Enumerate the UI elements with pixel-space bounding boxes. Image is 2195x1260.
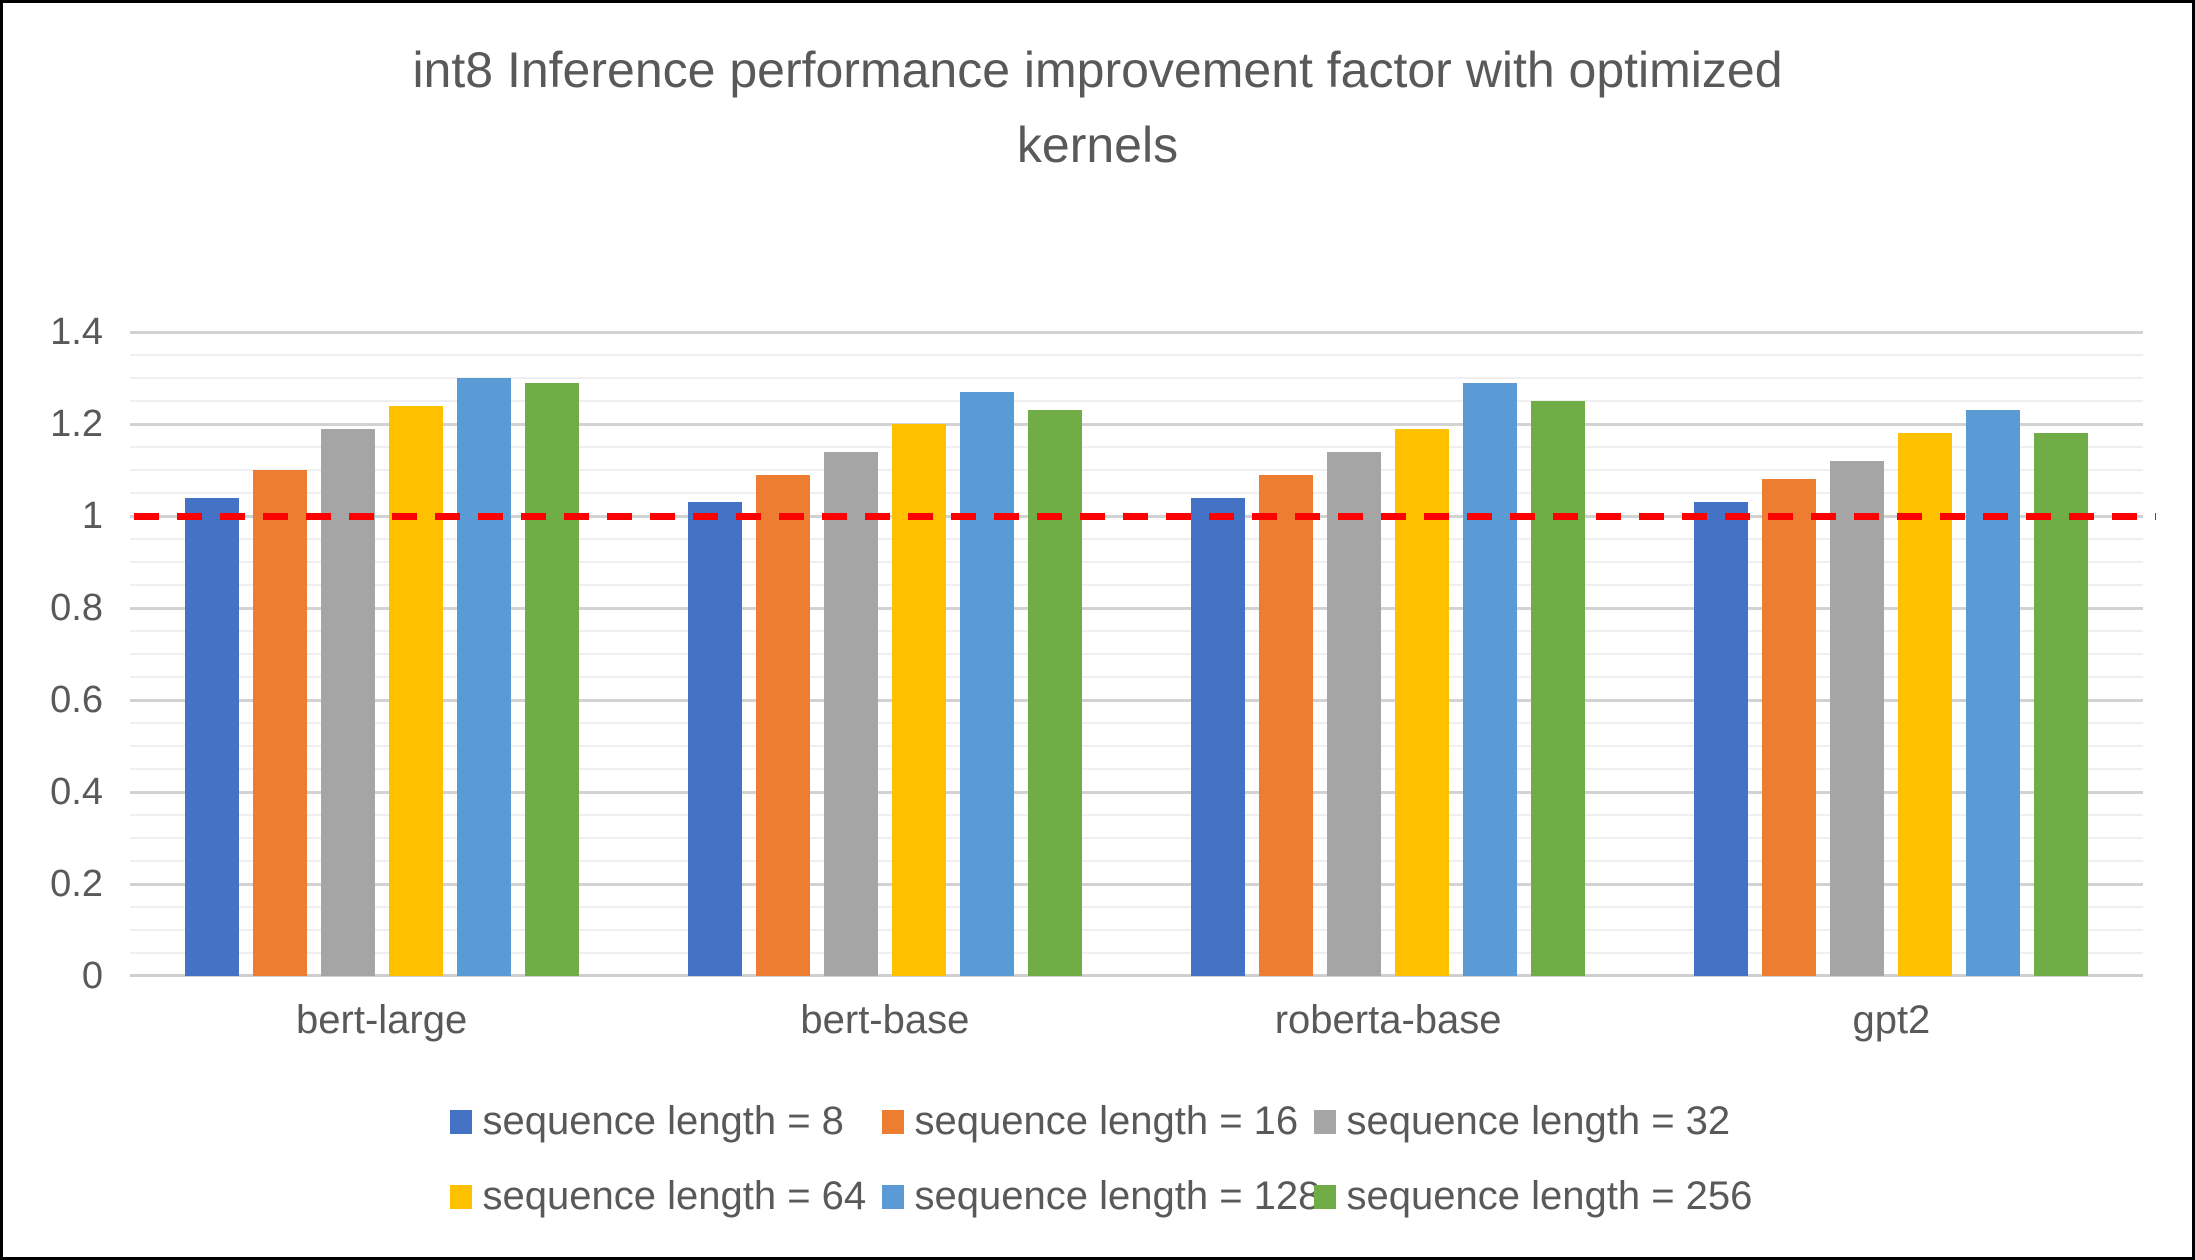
gridline-minor bbox=[130, 377, 2143, 379]
legend-label: sequence length = 64 bbox=[482, 1174, 867, 1218]
gridline-minor bbox=[130, 400, 2143, 402]
gridline-major bbox=[130, 790, 2143, 794]
legend-item-seq16: sequence length = 16 bbox=[881, 1099, 1314, 1144]
bar-bert-base-seq8 bbox=[687, 502, 742, 976]
legend-label: sequence length = 16 bbox=[914, 1099, 1299, 1143]
legend-swatch-icon bbox=[449, 1184, 472, 1209]
bar-roberta-base-seq32 bbox=[1327, 451, 1382, 976]
gridline-minor bbox=[130, 446, 2143, 448]
bar-gpt2-seq256 bbox=[2034, 433, 2089, 976]
gridline-major bbox=[130, 606, 2143, 610]
chart-title-line1: int8 Inference performance improvement f… bbox=[412, 42, 1783, 98]
gridline-minor bbox=[130, 814, 2143, 816]
gridline-minor bbox=[130, 354, 2143, 356]
gridline-minor bbox=[130, 952, 2143, 954]
gridline-minor bbox=[130, 906, 2143, 908]
bar-roberta-base-seq128 bbox=[1463, 382, 1518, 976]
gridline-minor bbox=[130, 745, 2143, 747]
bar-gpt2-seq32 bbox=[1830, 460, 1885, 976]
bar-bert-base-seq256 bbox=[1027, 410, 1082, 976]
gridline-minor bbox=[130, 561, 2143, 563]
gridline-minor bbox=[130, 469, 2143, 471]
legend-label: sequence length = 128 bbox=[914, 1174, 1321, 1218]
bar-bert-large-seq128 bbox=[456, 378, 511, 976]
bar-roberta-base-seq8 bbox=[1191, 497, 1246, 976]
gridline-minor bbox=[130, 538, 2143, 540]
reference-line-1x bbox=[134, 512, 2156, 520]
bar-bert-base-seq32 bbox=[823, 451, 878, 976]
bar-bert-large-seq16 bbox=[252, 470, 307, 976]
bar-bert-large-seq32 bbox=[320, 428, 375, 976]
bar-roberta-base-seq256 bbox=[1531, 401, 1586, 976]
plot-area bbox=[130, 330, 2156, 977]
legend-item-seq256: sequence length = 256 bbox=[1313, 1174, 1752, 1219]
gridline-minor bbox=[130, 630, 2143, 632]
gridline-major bbox=[130, 698, 2143, 702]
legend-swatch-icon bbox=[449, 1109, 472, 1134]
gridline-major bbox=[130, 330, 2143, 334]
bar-bert-large-seq8 bbox=[184, 497, 239, 976]
legend-item-seq128: sequence length = 128 bbox=[881, 1174, 1320, 1219]
y-tick-label: 1.2 bbox=[50, 403, 103, 445]
bar-bert-base-seq64 bbox=[891, 424, 946, 976]
legend-item-seq64: sequence length = 64 bbox=[449, 1174, 882, 1219]
legend-swatch-icon bbox=[1313, 1184, 1336, 1209]
bar-gpt2-seq16 bbox=[1762, 479, 1817, 976]
y-tick-label: 1.4 bbox=[50, 311, 103, 353]
y-tick-label: 0.6 bbox=[50, 679, 103, 721]
gridline-minor bbox=[130, 676, 2143, 678]
y-tick-label: 1 bbox=[81, 495, 103, 537]
legend-swatch-icon bbox=[881, 1109, 904, 1134]
bar-bert-large-seq256 bbox=[524, 382, 579, 976]
bar-gpt2-seq128 bbox=[1966, 410, 2021, 976]
gridline-minor bbox=[130, 860, 2143, 862]
y-tick-label: 0.8 bbox=[50, 587, 103, 629]
x-category-label-roberta-base: roberta-base bbox=[1274, 998, 1502, 1042]
gridline-minor bbox=[130, 584, 2143, 586]
legend-swatch-icon bbox=[881, 1184, 904, 1209]
bar-bert-base-seq128 bbox=[959, 391, 1014, 976]
x-category-label-gpt2: gpt2 bbox=[1852, 998, 1931, 1042]
gridline-minor bbox=[130, 837, 2143, 839]
bar-gpt2-seq64 bbox=[1898, 433, 1953, 976]
legend-row-1: sequence length = 8 sequence length = 16 s… bbox=[3, 1099, 2192, 1144]
y-tick-label: 0 bbox=[81, 955, 103, 997]
legend-label: sequence length = 256 bbox=[1346, 1174, 1753, 1218]
y-tick-label: 0.2 bbox=[50, 863, 103, 905]
bar-gpt2-seq8 bbox=[1694, 502, 1749, 976]
legend-label: sequence length = 32 bbox=[1346, 1099, 1731, 1143]
gridline-minor bbox=[130, 722, 2143, 724]
legend-label: sequence length = 8 bbox=[482, 1099, 844, 1143]
gridline-minor bbox=[130, 929, 2143, 931]
y-tick-label: 0.4 bbox=[50, 771, 103, 813]
legend-item-seq32: sequence length = 32 bbox=[1313, 1099, 1746, 1144]
chart-title-line2: kernels bbox=[1016, 117, 1179, 173]
bar-roberta-base-seq16 bbox=[1259, 474, 1314, 976]
bar-bert-base-seq16 bbox=[755, 474, 810, 976]
gridline-major bbox=[130, 882, 2143, 886]
bar-roberta-base-seq64 bbox=[1395, 428, 1450, 976]
x-category-label-bert-base: bert-base bbox=[800, 998, 970, 1042]
x-axis-line bbox=[130, 974, 2143, 977]
chart-title: int8 Inference performance improvement f… bbox=[3, 33, 2192, 183]
gridline-major bbox=[130, 422, 2143, 426]
bar-bert-large-seq64 bbox=[388, 405, 443, 976]
gridline-minor bbox=[130, 768, 2143, 770]
gridline-minor bbox=[130, 653, 2143, 655]
legend-item-seq8: sequence length = 8 bbox=[449, 1099, 882, 1144]
x-category-label-bert-large: bert-large bbox=[296, 998, 468, 1042]
legend-swatch-icon bbox=[1313, 1109, 1336, 1134]
gridline-minor bbox=[130, 492, 2143, 494]
legend-row-2: sequence length = 64 sequence length = 12… bbox=[3, 1174, 2192, 1219]
